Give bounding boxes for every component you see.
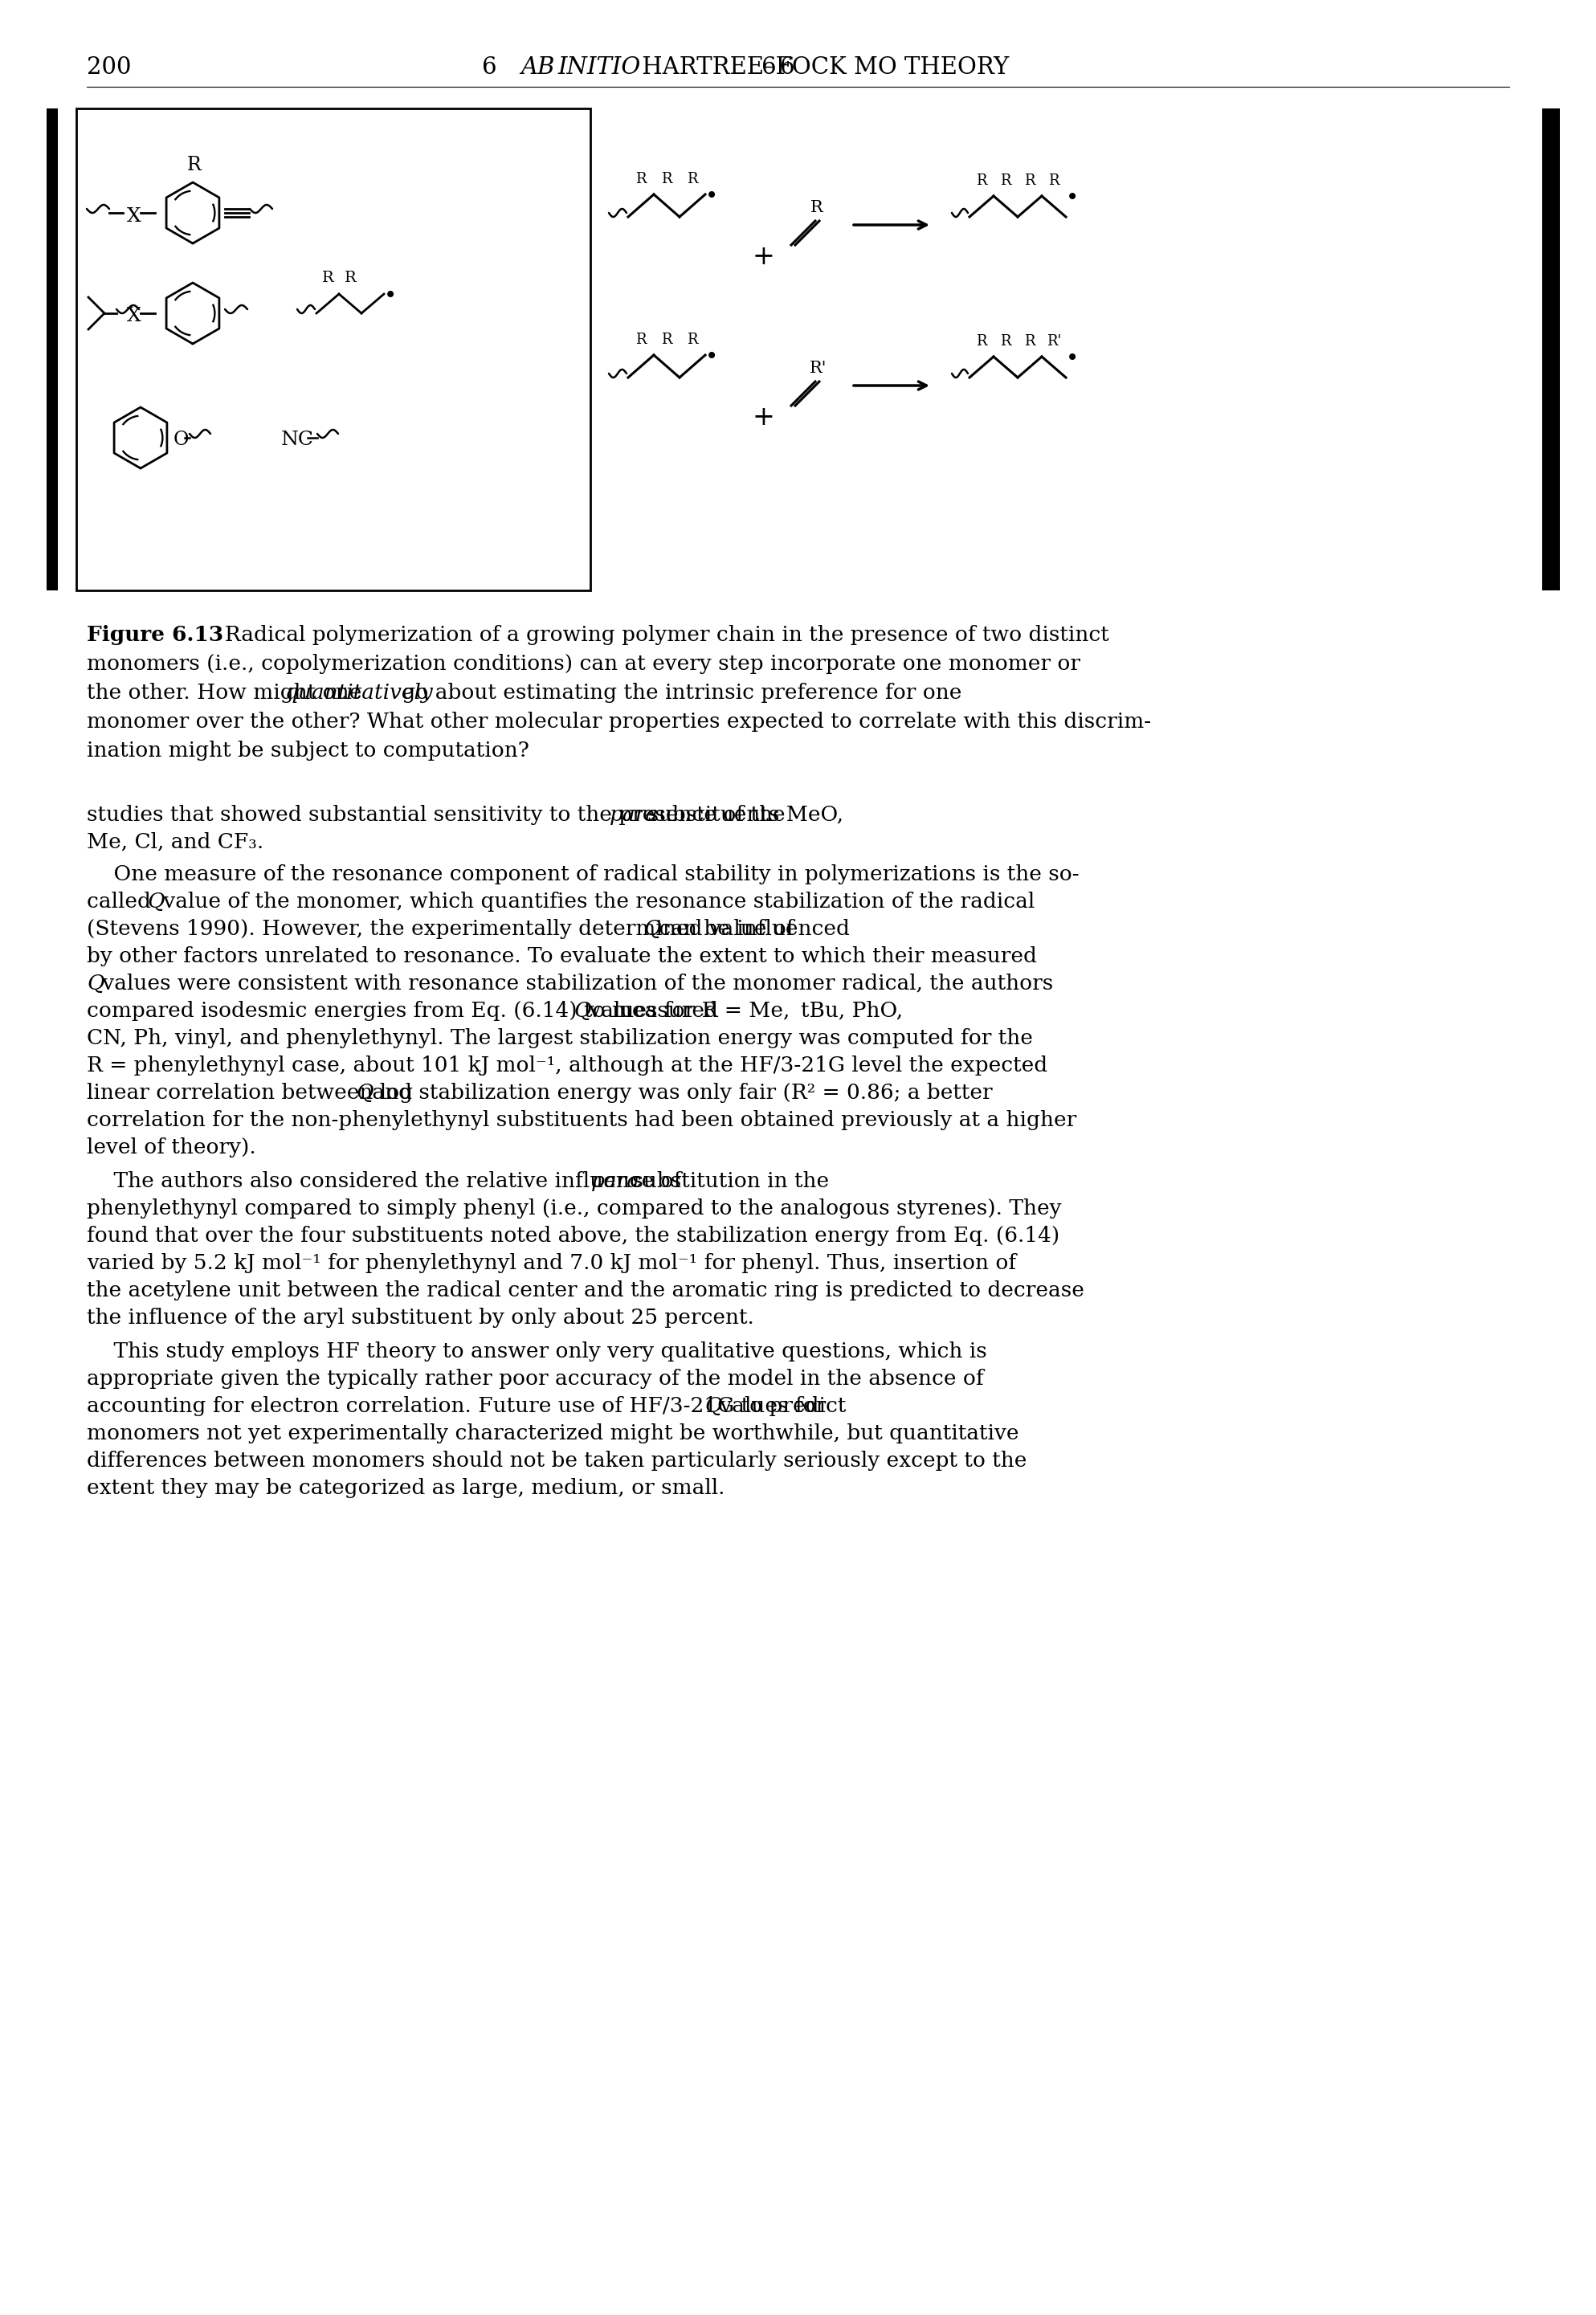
- Text: studies that showed substantial sensitivity to the presence of the: studies that showed substantial sensitiv…: [86, 806, 792, 824]
- Text: Q: Q: [704, 1396, 721, 1417]
- Text: R: R: [686, 333, 697, 347]
- Text: Q: Q: [643, 919, 661, 940]
- Text: R: R: [811, 199, 824, 215]
- Text: R: R: [1049, 174, 1060, 188]
- Text: substituents MeO,: substituents MeO,: [642, 806, 844, 824]
- Text: +: +: [752, 243, 774, 271]
- Text: R: R: [661, 333, 672, 347]
- Text: found that over the four substituents noted above, the stabilization energy from: found that over the four substituents no…: [86, 1225, 1060, 1245]
- Text: the other. How might one: the other. How might one: [86, 683, 369, 704]
- Text: monomer over the other? What other molecular properties expected to correlate wi: monomer over the other? What other molec…: [86, 711, 1151, 732]
- Text: appropriate given the typically rather poor accuracy of the model in the absence: appropriate given the typically rather p…: [86, 1368, 983, 1389]
- Text: R: R: [977, 174, 986, 188]
- Bar: [46, 109, 57, 590]
- Text: correlation for the non-phenylethynyl substituents had been obtained previously : correlation for the non-phenylethynyl su…: [86, 1111, 1077, 1130]
- Text: Q: Q: [575, 1000, 591, 1021]
- Text: R: R: [1025, 174, 1036, 188]
- Text: level of theory).: level of theory).: [86, 1137, 255, 1158]
- Text: Q: Q: [86, 975, 104, 993]
- Text: •: •: [705, 345, 718, 368]
- Text: Radical polymerization of a growing polymer chain in the presence of two distinc: Radical polymerization of a growing poly…: [211, 625, 1109, 646]
- Text: monomers (i.e., copolymerization conditions) can at every step incorporate one m: monomers (i.e., copolymerization conditi…: [86, 653, 1080, 674]
- Text: NC: NC: [281, 431, 314, 449]
- Text: R: R: [345, 271, 356, 285]
- Text: R: R: [977, 333, 986, 350]
- Text: phenylethynyl compared to simply phenyl (i.e., compared to the analogous styrene: phenylethynyl compared to simply phenyl …: [86, 1199, 1061, 1218]
- Text: values for R = Me,  tBu, PhO,: values for R = Me, tBu, PhO,: [583, 1000, 903, 1021]
- Text: The authors also considered the relative influence of: The authors also considered the relative…: [86, 1171, 688, 1192]
- Text: O: O: [174, 431, 190, 449]
- Text: value of the monomer, which quantifies the resonance stabilization of the radica: value of the monomer, which quantifies t…: [156, 891, 1034, 912]
- Text: extent they may be categorized as large, medium, or small.: extent they may be categorized as large,…: [86, 1477, 725, 1498]
- Text: linear correlation between log: linear correlation between log: [86, 1083, 417, 1102]
- Text: •: •: [385, 285, 397, 308]
- Text: One measure of the resonance component of radical stability in polymerizations i: One measure of the resonance component o…: [86, 863, 1079, 884]
- Text: compared isodesmic energies from Eq. (6.14) to measured: compared isodesmic energies from Eq. (6.…: [86, 1000, 725, 1021]
- Text: +: +: [752, 405, 774, 431]
- Text: R: R: [661, 171, 672, 185]
- Text: can be influenced: can be influenced: [653, 919, 849, 940]
- Text: (Stevens 1990). However, the experimentally determined value of: (Stevens 1990). However, the experimenta…: [86, 919, 801, 940]
- Text: R: R: [187, 155, 201, 174]
- Text: 6: 6: [780, 56, 817, 79]
- Text: •: •: [1066, 347, 1079, 370]
- Text: para: para: [591, 1171, 640, 1192]
- Text: X: X: [128, 308, 140, 326]
- Text: INITIO: INITIO: [557, 56, 640, 79]
- Text: CN, Ph, vinyl, and phenylethynyl. The largest stabilization energy was computed : CN, Ph, vinyl, and phenylethynyl. The la…: [86, 1028, 1033, 1049]
- Text: X: X: [128, 206, 140, 225]
- Text: R: R: [1001, 333, 1010, 350]
- Text: R = phenylethynyl case, about 101 kJ mol⁻¹, although at the HF/3-21G level the e: R = phenylethynyl case, about 101 kJ mol…: [86, 1056, 1047, 1076]
- Text: AB: AB: [520, 56, 562, 79]
- Text: substitution in the: substitution in the: [626, 1171, 830, 1192]
- Text: ination might be subject to computation?: ination might be subject to computation?: [86, 741, 530, 762]
- Text: R': R': [1047, 333, 1061, 350]
- Text: quantitatively: quantitatively: [284, 683, 433, 704]
- Text: R: R: [635, 333, 646, 347]
- Text: •: •: [705, 185, 718, 208]
- Text: 200: 200: [86, 56, 131, 79]
- Text: Q: Q: [148, 891, 164, 912]
- Text: go about estimating the intrinsic preference for one: go about estimating the intrinsic prefer…: [396, 683, 962, 704]
- Text: Q: Q: [356, 1083, 373, 1102]
- Text: monomers not yet experimentally characterized might be worthwhile, but quantitat: monomers not yet experimentally characte…: [86, 1424, 1018, 1445]
- Text: This study employs HF theory to answer only very qualitative questions, which is: This study employs HF theory to answer o…: [86, 1340, 986, 1361]
- Text: values for: values for: [713, 1396, 825, 1417]
- Text: the acetylene unit between the radical center and the aromatic ring is predicted: the acetylene unit between the radical c…: [86, 1280, 1084, 1301]
- Text: 6: 6: [761, 56, 798, 79]
- Text: R: R: [1001, 174, 1010, 188]
- Text: varied by 5.2 kJ mol⁻¹ for phenylethynyl and 7.0 kJ mol⁻¹ for phenyl. Thus, inse: varied by 5.2 kJ mol⁻¹ for phenylethynyl…: [86, 1252, 1017, 1273]
- Text: and stabilization energy was only fair (R² = 0.86; a better: and stabilization energy was only fair (…: [365, 1083, 993, 1102]
- Text: accounting for electron correlation. Future use of HF/3-21G to predict: accounting for electron correlation. Fut…: [86, 1396, 852, 1417]
- Text: 6: 6: [482, 56, 519, 79]
- Text: values were consistent with resonance stabilization of the monomer radical, the : values were consistent with resonance st…: [96, 975, 1053, 993]
- Text: Figure 6.13: Figure 6.13: [86, 625, 223, 646]
- Text: •: •: [1066, 185, 1079, 208]
- Text: the influence of the aryl substituent by only about 25 percent.: the influence of the aryl substituent by…: [86, 1308, 755, 1329]
- Text: Me, Cl, and CF₃.: Me, Cl, and CF₃.: [86, 831, 263, 852]
- Text: HARTREE–FOCK MO THEORY: HARTREE–FOCK MO THEORY: [635, 56, 1009, 79]
- Text: para: para: [610, 806, 659, 824]
- Text: by other factors unrelated to resonance. To evaluate the extent to which their m: by other factors unrelated to resonance.…: [86, 947, 1037, 965]
- Text: called: called: [86, 891, 158, 912]
- Text: R: R: [686, 171, 697, 185]
- Text: differences between monomers should not be taken particularly seriously except t: differences between monomers should not …: [86, 1452, 1026, 1470]
- Bar: [1542, 109, 1559, 590]
- Text: R: R: [635, 171, 646, 185]
- Text: R: R: [1025, 333, 1036, 350]
- Text: R: R: [322, 271, 334, 285]
- Text: R': R': [809, 361, 827, 375]
- Bar: [77, 109, 591, 590]
